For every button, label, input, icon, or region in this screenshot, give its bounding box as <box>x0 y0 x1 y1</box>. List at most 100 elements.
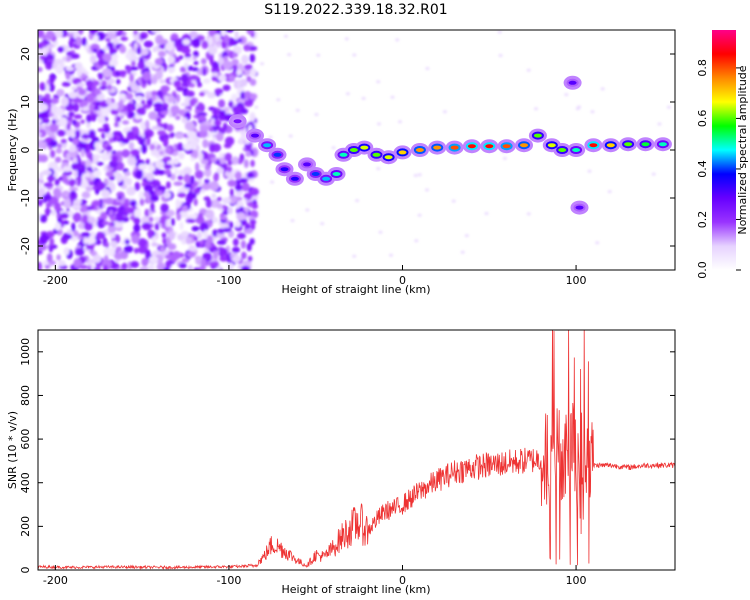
noise-blob <box>165 147 172 155</box>
noise-blob <box>184 121 195 131</box>
noise-blob <box>159 246 165 251</box>
noise-blob <box>249 238 255 245</box>
noise-blob <box>174 168 179 176</box>
noise-blob <box>156 89 165 99</box>
noise-blob <box>51 119 57 125</box>
noise-blob <box>115 161 125 171</box>
noise-blob <box>417 213 422 217</box>
noise-blob <box>141 143 148 154</box>
spectrogram-x-ticks: -200 -100 0 100 <box>43 265 587 287</box>
noise-blob <box>232 255 241 263</box>
noise-blob <box>211 61 220 70</box>
noise-blob <box>222 227 232 233</box>
noise-blob <box>88 129 96 140</box>
noise-blob <box>77 82 86 87</box>
noise-blob <box>276 98 281 102</box>
noise-blob <box>150 202 155 212</box>
signal-point <box>467 144 476 149</box>
noise-blob <box>115 215 125 223</box>
noise-blob <box>135 154 140 161</box>
noise-blob <box>136 107 146 116</box>
noise-blob <box>173 80 182 88</box>
noise-blob <box>150 149 159 157</box>
noise-blob <box>295 108 300 112</box>
noise-blob <box>361 96 366 100</box>
noise-blob <box>135 135 144 141</box>
noise-blob <box>141 257 149 267</box>
noise-blob <box>108 210 114 216</box>
noise-blob <box>119 45 127 54</box>
noise-blob <box>38 261 43 270</box>
noise-blob <box>189 98 196 107</box>
noise-blob <box>102 46 109 51</box>
noise-blob <box>144 184 153 193</box>
noise-blob <box>133 223 141 233</box>
x-tick-label: 100 <box>566 274 587 287</box>
noise-blob <box>92 34 99 43</box>
signal-point <box>589 143 598 148</box>
noise-blob <box>151 30 161 33</box>
noise-blob <box>249 219 257 225</box>
noise-blob <box>165 181 171 189</box>
noise-blob <box>134 181 141 191</box>
noise-blob <box>63 247 70 256</box>
noise-blob <box>50 104 58 114</box>
noise-blob <box>38 112 48 118</box>
noise-blob <box>222 122 228 131</box>
noise-blob <box>219 255 229 262</box>
noise-blob <box>234 108 241 116</box>
noise-blob <box>246 171 255 179</box>
noise-blob <box>121 149 131 158</box>
noise-blob <box>232 64 238 70</box>
noise-blob <box>240 108 249 115</box>
snr-x-label: Height of straight line (km) <box>281 583 430 596</box>
noise-blob <box>201 40 209 49</box>
noise-blob <box>123 245 134 253</box>
noise-blob <box>213 119 222 127</box>
noise-blob <box>231 169 237 174</box>
y-tick-label: 400 <box>19 472 32 493</box>
noise-blob <box>151 125 161 130</box>
noise-blob <box>219 110 226 118</box>
noise-blob <box>236 69 242 76</box>
noise-blob <box>144 61 154 68</box>
noise-blob <box>107 78 115 85</box>
noise-blob <box>209 181 220 191</box>
snr-plot-area <box>38 330 675 570</box>
noise-blob <box>184 183 192 189</box>
noise-blob <box>229 188 234 197</box>
noise-blob <box>238 137 244 145</box>
noise-blob <box>497 30 502 34</box>
noise-blob <box>154 160 165 169</box>
noise-blob <box>214 37 221 42</box>
noise-blob <box>417 173 422 177</box>
noise-blob <box>129 73 135 83</box>
noise-blob <box>207 45 218 55</box>
noise-blob <box>105 132 114 139</box>
noise-blob <box>200 159 209 165</box>
noise-blob <box>222 60 233 70</box>
noise-blob <box>65 72 71 80</box>
noise-blob <box>314 113 319 116</box>
noise-blob <box>125 92 134 100</box>
noise-blob <box>173 157 180 165</box>
x-tick-label: -100 <box>216 274 241 287</box>
noise-blob <box>45 43 50 54</box>
noise-blob <box>201 182 211 191</box>
noise-blob <box>133 217 141 225</box>
noise-blob <box>164 43 174 52</box>
snr-frame <box>37 329 676 571</box>
noise-blob <box>86 205 93 211</box>
noise-blob <box>595 241 600 245</box>
noise-blob <box>204 178 210 184</box>
noise-blob <box>189 175 195 185</box>
noise-blob <box>200 58 207 65</box>
noise-blob <box>442 110 447 114</box>
noise-blob <box>76 69 83 78</box>
noise-blob <box>193 60 199 66</box>
x-tick-label: 0 <box>399 274 406 287</box>
noise-blob <box>170 132 175 138</box>
noise-blob <box>81 37 87 47</box>
noise-blob <box>145 249 152 260</box>
noise-blob <box>181 231 190 237</box>
